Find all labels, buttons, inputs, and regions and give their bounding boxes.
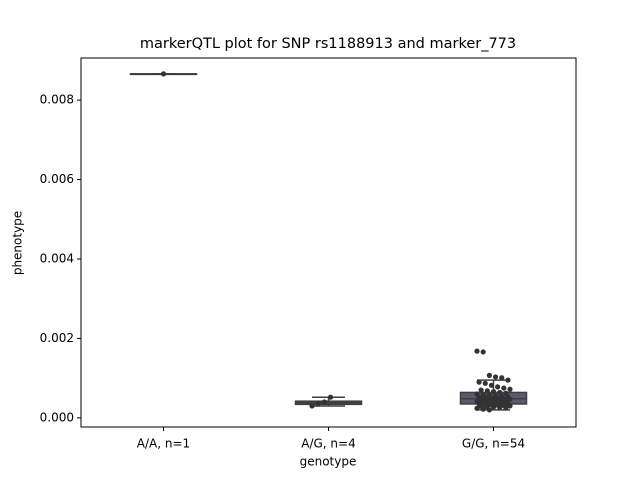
point [484, 388, 490, 394]
point [478, 387, 484, 393]
point [480, 349, 486, 355]
point [486, 407, 492, 413]
point [497, 404, 503, 411]
y-tick-label: 0.006 [40, 172, 74, 186]
x-axis-label: genotype [300, 455, 357, 469]
x-tick-label: A/A, n=1 [137, 437, 190, 451]
point [503, 405, 509, 411]
point [327, 394, 334, 400]
point [482, 380, 488, 386]
point [507, 386, 513, 392]
point [321, 399, 327, 405]
point [315, 400, 321, 407]
point [499, 375, 505, 381]
point [492, 374, 499, 380]
plot-frame [80, 57, 577, 428]
point [486, 372, 492, 378]
y-axis-label: phenotype [11, 211, 25, 275]
point [505, 377, 511, 383]
point [507, 403, 513, 409]
point [309, 403, 315, 409]
y-tick-label: 0.008 [40, 93, 74, 107]
point [490, 389, 497, 395]
point [490, 404, 497, 410]
point [497, 389, 503, 396]
point [474, 405, 480, 411]
point [476, 379, 482, 385]
y-tick-label: 0.004 [40, 251, 74, 265]
point [501, 385, 507, 391]
point [507, 396, 513, 402]
point [495, 384, 501, 390]
y-tick-label: 0.000 [40, 410, 74, 424]
chart-title: markerQTL plot for SNP rs1188913 and mar… [140, 36, 516, 52]
x-tick-label: A/G, n=4 [301, 437, 355, 451]
point [488, 382, 495, 388]
point [480, 406, 486, 412]
point [160, 71, 167, 77]
x-tick-label: G/G, n=54 [462, 437, 525, 451]
y-tick-label: 0.002 [40, 331, 74, 345]
point [474, 348, 480, 354]
